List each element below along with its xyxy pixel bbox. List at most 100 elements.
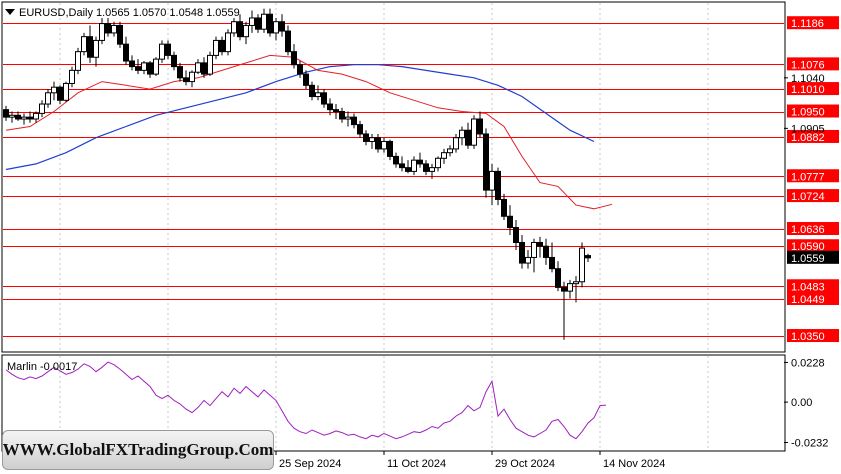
- candle: [87, 25, 93, 63]
- candle-body: [363, 133, 369, 142]
- candle-body: [417, 159, 423, 165]
- candle: [387, 139, 393, 161]
- candle-body: [555, 268, 561, 288]
- candle-body: [567, 283, 573, 292]
- candle: [471, 115, 477, 149]
- candle-body: [375, 137, 381, 150]
- candle: [135, 59, 141, 75]
- candle: [153, 57, 159, 76]
- candle: [195, 59, 201, 75]
- osc-axis-label: 0.00: [791, 397, 812, 409]
- candle: [93, 36, 99, 67]
- level-label-box: [787, 329, 839, 343]
- level-label: 1.0950: [791, 107, 825, 119]
- candle: [447, 145, 453, 157]
- symbol-header: EURUSD,Daily 1.0565 1.0570 1.0548 1.0559: [19, 7, 240, 19]
- candle: [69, 66, 75, 88]
- candle-body: [249, 17, 255, 26]
- level-label-box: [787, 291, 839, 305]
- candle-body: [87, 36, 93, 58]
- candle-body: [477, 118, 483, 135]
- candle: [555, 261, 561, 292]
- candle-body: [429, 167, 435, 172]
- candle: [111, 21, 117, 37]
- candle: [201, 57, 207, 78]
- candle-body: [171, 54, 177, 68]
- candle: [375, 133, 381, 153]
- current-price-label: 1.0559: [791, 253, 825, 265]
- candle: [39, 100, 45, 118]
- level-label-box: [787, 82, 839, 96]
- ma-fast-line: [5, 54, 613, 210]
- candle: [249, 10, 255, 33]
- candle: [117, 21, 123, 48]
- candle: [123, 36, 129, 65]
- time-tick-label: 25 Sep 2024: [279, 458, 341, 470]
- candle: [15, 111, 21, 121]
- candle-body: [33, 112, 39, 120]
- candle-body: [369, 137, 375, 142]
- candle-body: [561, 286, 567, 292]
- level-label: 1.0777: [791, 171, 825, 183]
- candle: [393, 152, 399, 168]
- level-label: 1.0350: [791, 331, 825, 343]
- candle-body: [279, 21, 285, 32]
- candle: [405, 160, 411, 174]
- candle-body: [123, 43, 129, 62]
- candle: [459, 126, 465, 146]
- collapse-triangle-icon[interactable]: [5, 9, 15, 15]
- candle: [363, 130, 369, 146]
- level-label-box: [787, 16, 839, 30]
- candle: [483, 128, 489, 198]
- candle: [255, 14, 261, 33]
- candle: [399, 156, 405, 172]
- candle: [171, 51, 177, 71]
- candle-body: [489, 170, 495, 191]
- candle: [519, 235, 525, 269]
- candle: [285, 25, 291, 56]
- candle-body: [81, 36, 87, 53]
- candle-body: [441, 152, 447, 159]
- candle: [351, 113, 357, 129]
- candle-body: [213, 39, 219, 56]
- candle: [159, 40, 165, 63]
- candle: [219, 36, 225, 56]
- candle: [291, 44, 297, 69]
- candle: [573, 276, 579, 303]
- level-label-box: [787, 239, 839, 253]
- candle: [213, 36, 219, 60]
- axis-tick-label: 1.1040: [791, 73, 825, 85]
- candle-body: [45, 92, 51, 105]
- candle: [273, 17, 279, 41]
- candle: [543, 238, 549, 265]
- candle-body: [153, 58, 159, 75]
- candle-body: [165, 43, 171, 56]
- candle: [477, 111, 483, 138]
- candle: [99, 17, 105, 45]
- candle-body: [243, 24, 249, 38]
- candle-body: [411, 159, 417, 172]
- candle-body: [495, 170, 501, 200]
- candle-body: [435, 157, 441, 169]
- candle: [531, 238, 537, 273]
- level-label: 1.0636: [791, 224, 825, 236]
- moving-averages: [5, 54, 613, 210]
- candle-body: [387, 140, 393, 157]
- osc-axis-label: 0.0228: [791, 357, 825, 369]
- candle-body: [405, 167, 411, 172]
- candle-body: [219, 39, 225, 53]
- candle-body: [111, 24, 117, 34]
- candle-body: [75, 51, 81, 71]
- candle-body: [507, 215, 513, 229]
- candles[interactable]: [3, 8, 591, 340]
- candle-body: [381, 140, 387, 150]
- candle: [237, 14, 243, 41]
- candle-body: [3, 109, 9, 118]
- candle-body: [255, 17, 261, 30]
- candle-body: [201, 62, 207, 75]
- candle: [75, 47, 81, 75]
- candle: [267, 8, 273, 37]
- level-label: 1.0724: [791, 191, 825, 203]
- candle: [429, 163, 435, 179]
- candle-body: [69, 69, 75, 84]
